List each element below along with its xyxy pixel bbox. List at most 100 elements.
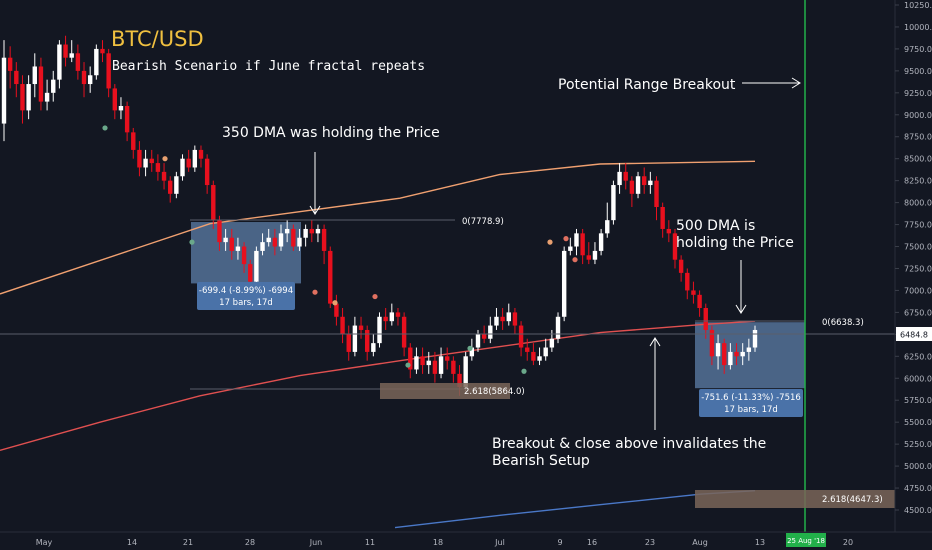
candle-body — [223, 237, 228, 243]
arrow-breakout — [649, 337, 661, 430]
candle-body — [44, 92, 50, 102]
candle-body — [7, 57, 13, 71]
candle-body — [340, 316, 345, 335]
candle-body — [709, 329, 715, 357]
candle-body — [211, 185, 216, 221]
signal-dot — [521, 368, 527, 374]
fib-box-bottom-2 — [695, 490, 895, 508]
candle-body — [75, 53, 81, 71]
candle-body — [592, 250, 598, 260]
candle-body — [321, 228, 327, 251]
candle-body — [118, 106, 124, 111]
y-tick-label: 10000.0 — [904, 23, 932, 32]
candle-body — [568, 246, 573, 251]
candle-body — [63, 44, 68, 58]
candle-body — [155, 163, 161, 172]
candle-body — [149, 158, 154, 164]
candle-body — [168, 180, 173, 194]
y-tick-label: 5250.0 — [904, 440, 932, 449]
candle-body — [678, 259, 684, 273]
note-breakout-line1: Breakout & close above invalidates the — [492, 436, 766, 452]
candle-body — [469, 347, 475, 357]
y-tick-label: 5000.0 — [904, 462, 932, 471]
candle-body — [20, 84, 25, 111]
signal-dot — [572, 257, 578, 263]
note-500-dma-line2: holding the Price — [676, 235, 794, 251]
signal-dot — [312, 289, 318, 295]
measure-label-2-line2: 17 bars, 17d — [724, 405, 778, 415]
fib-label-bottom-1: 2.618(5864.0) — [464, 387, 525, 397]
candle-body — [272, 237, 278, 247]
candle-body — [703, 308, 708, 330]
signal-dot — [332, 300, 338, 306]
candle-body — [334, 303, 339, 317]
y-tick-label: 6750.0 — [904, 308, 932, 317]
candle-body — [506, 312, 511, 322]
x-tick-label: 9 — [557, 538, 562, 547]
candle-body — [420, 356, 425, 366]
candle-body — [715, 343, 721, 357]
y-tick-label: 7000.0 — [904, 286, 932, 295]
candle-body — [722, 343, 727, 366]
candle-body — [174, 176, 179, 194]
x-tick-label: 14 — [127, 538, 137, 547]
y-tick-label: 5500.0 — [904, 418, 932, 427]
candle-body — [457, 373, 462, 388]
x-tick-label: 23 — [645, 538, 655, 547]
candle-body — [14, 70, 19, 85]
candle-body — [598, 233, 604, 251]
note-range-breakout: Potential Range Breakout — [558, 77, 736, 93]
price-axis[interactable]: 10250.0 10000.0 9750.0 9500.0 9250.0 9000.0 87… — [894, 0, 932, 532]
y-tick-label: 8500.0 — [904, 155, 932, 164]
candle-body — [555, 316, 561, 339]
time-axis[interactable]: May 14 21 28 Jun 11 18 Jul 9 16 23 Aug 13 20 — [0, 531, 932, 547]
candle-body — [112, 88, 118, 111]
candle-body — [746, 347, 752, 352]
fib-label-top-2: 0(6638.3) — [822, 318, 864, 328]
candle-body — [358, 325, 364, 330]
candle-body — [537, 356, 542, 361]
candle-body — [315, 228, 321, 234]
candle-body — [512, 312, 518, 326]
y-tick-label: 7250.0 — [904, 264, 932, 273]
candle-body — [81, 70, 87, 85]
candle-body — [32, 66, 37, 85]
candle-body — [475, 334, 481, 348]
candle-body — [131, 132, 136, 150]
signal-dot — [372, 293, 378, 300]
ma-line-1 — [0, 320, 756, 451]
candle-body — [254, 250, 259, 282]
x-tick-label: Aug — [692, 538, 708, 547]
y-tick-label: 9750.0 — [904, 45, 932, 54]
candle-body — [229, 237, 234, 251]
candle-body — [617, 171, 622, 186]
measure-label-1-line1: -699.4 (-8.99%) -6994 — [199, 286, 293, 296]
candle-body — [518, 325, 524, 348]
candle-body — [635, 176, 641, 194]
measure-label-1 — [197, 282, 295, 310]
candle-body — [586, 255, 591, 260]
candle-body — [100, 48, 105, 54]
candle-body — [346, 334, 351, 352]
arrow-350-dma — [309, 152, 321, 215]
y-tick-label: 10250.0 — [904, 1, 932, 10]
note-500-dma-line1: 500 DMA is — [676, 218, 755, 234]
candle-body — [180, 158, 185, 177]
candle-body — [94, 48, 99, 76]
fib-box-bottom-1 — [380, 383, 510, 399]
candle-body — [38, 66, 44, 102]
candle-body — [734, 351, 739, 357]
candle-body — [648, 180, 653, 186]
signal-dot — [405, 362, 411, 368]
candle-body — [672, 233, 678, 260]
x-tick-label: May — [36, 538, 53, 547]
x-tick-label: 20 — [843, 538, 853, 547]
y-tick-label: 7750.0 — [904, 221, 932, 230]
candle-body — [561, 250, 567, 317]
candle-body — [241, 246, 247, 265]
candle-body — [371, 343, 376, 352]
candle-body — [291, 228, 296, 247]
candle-body — [389, 312, 395, 322]
